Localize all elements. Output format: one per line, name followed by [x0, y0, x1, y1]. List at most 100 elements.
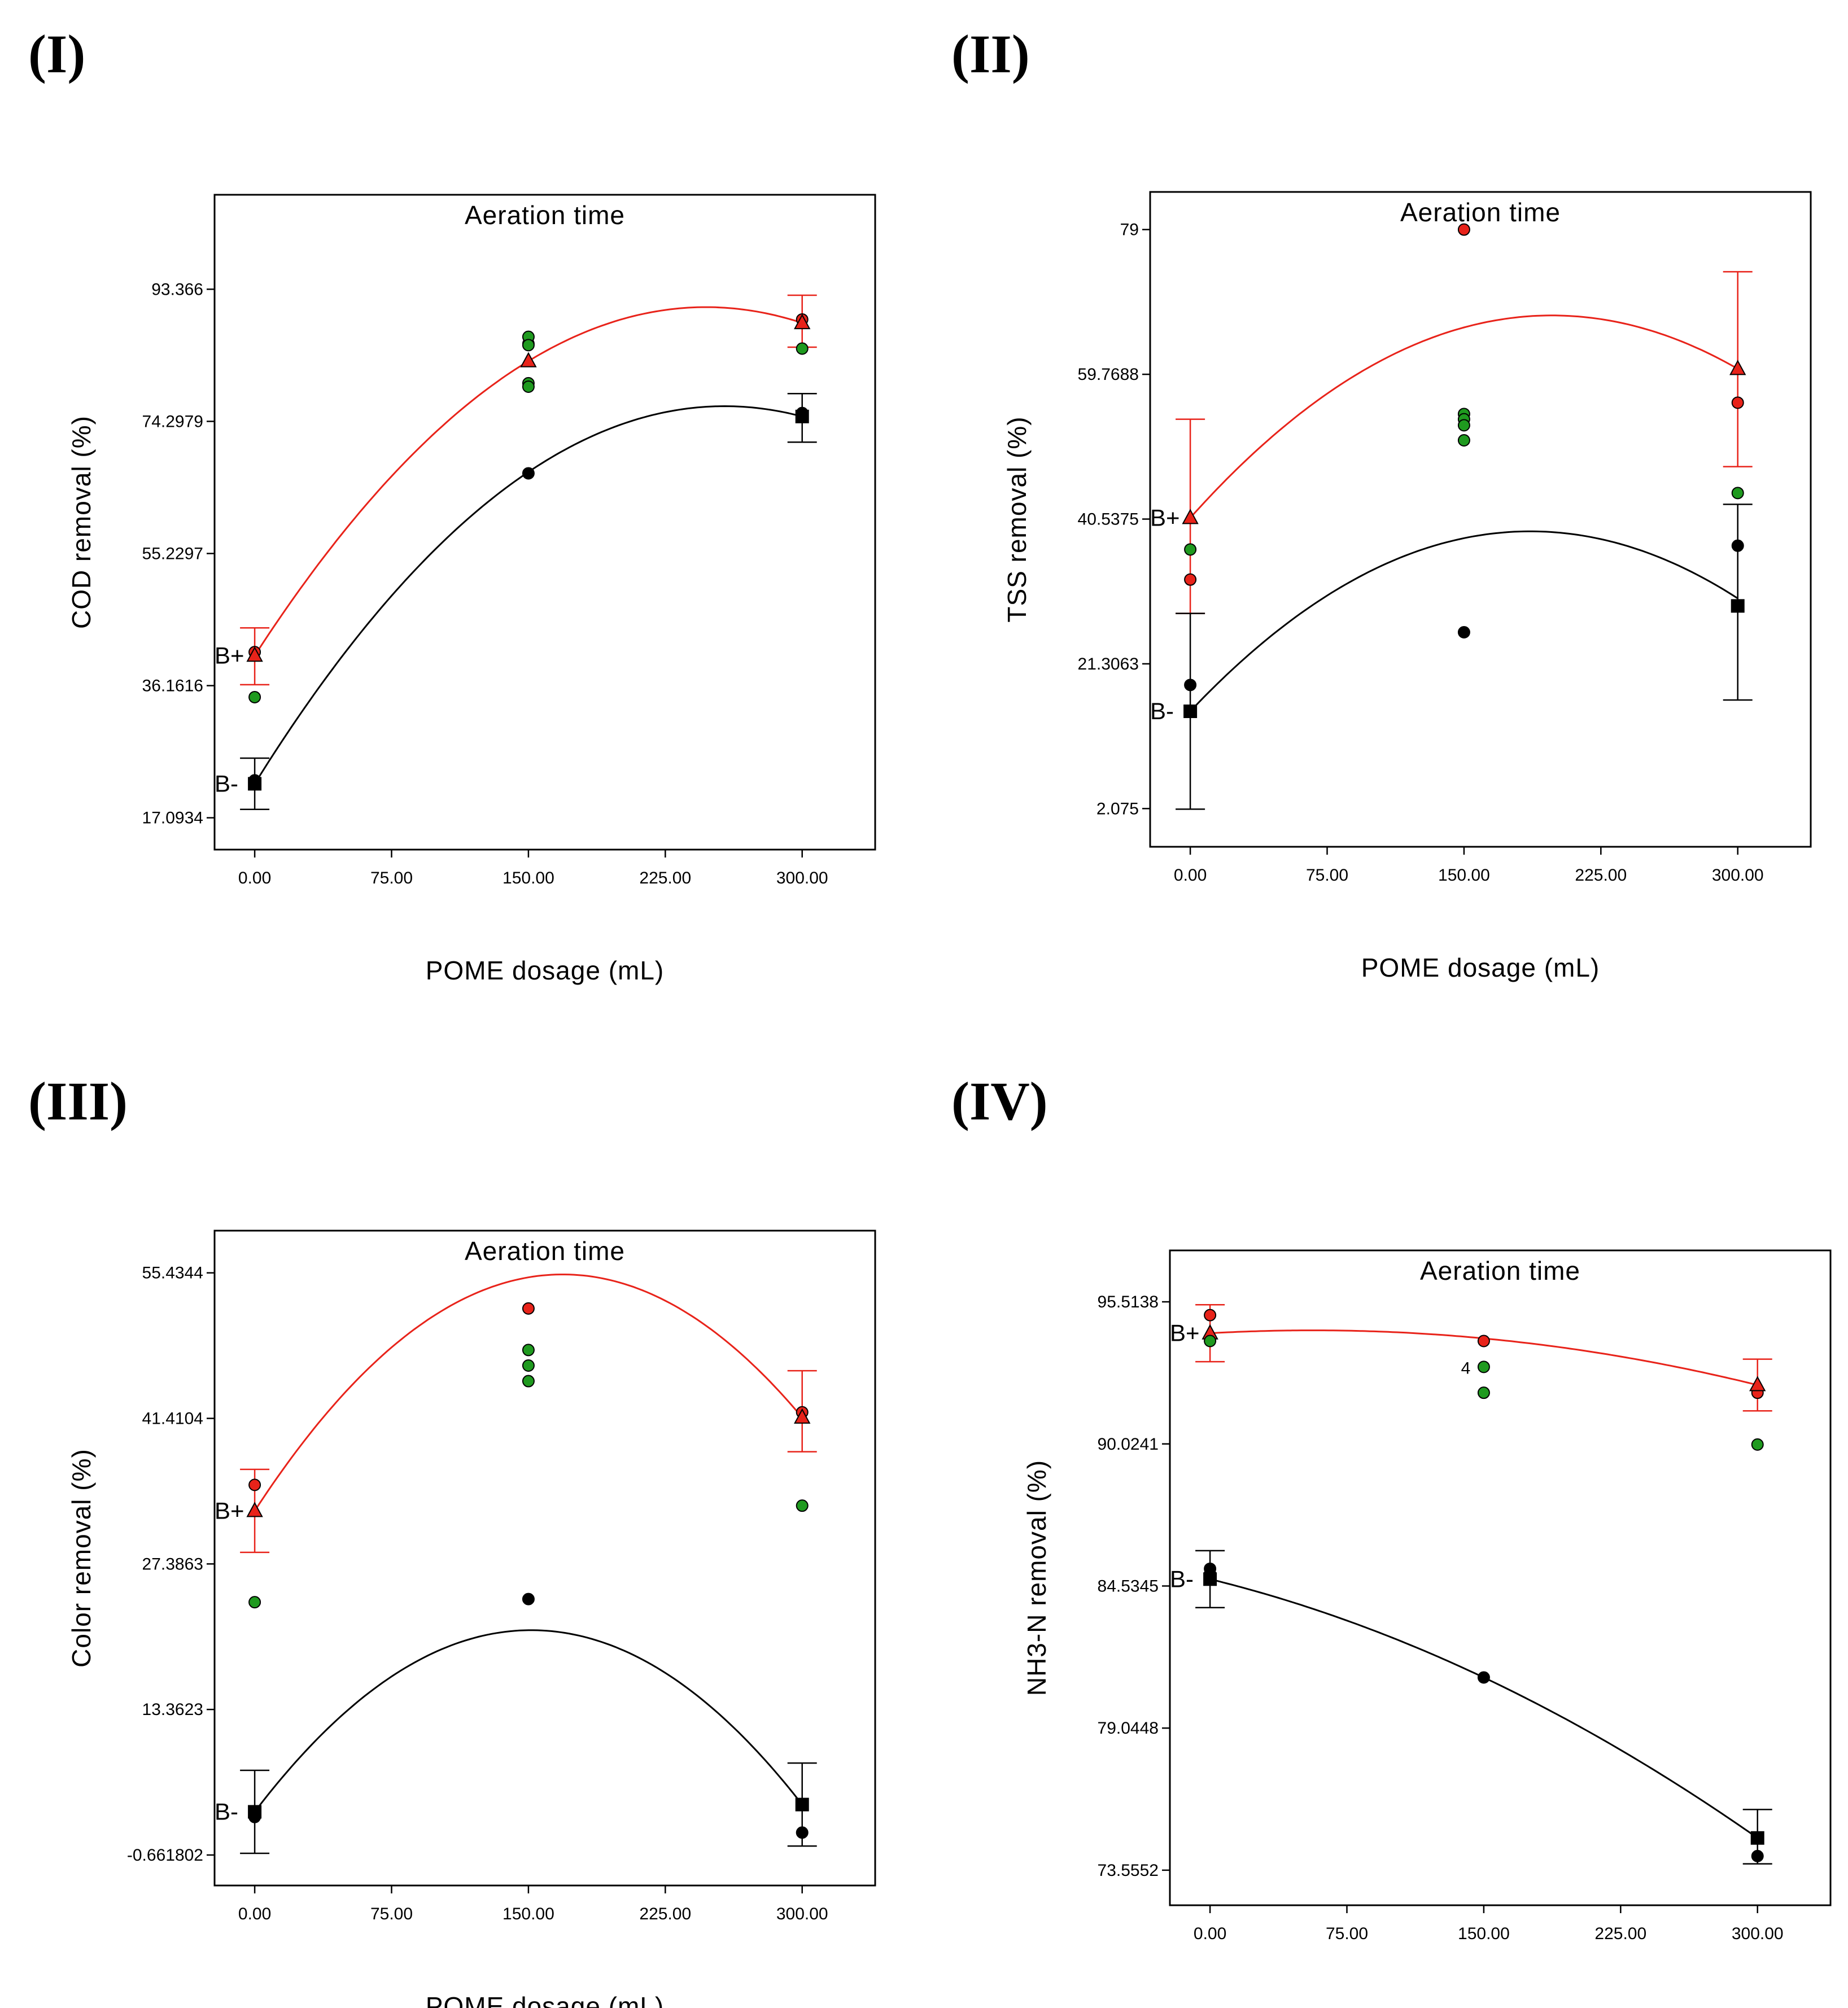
chart-title: Aeration time [1400, 198, 1561, 227]
x-tick-label: 75.00 [1306, 866, 1348, 885]
data-point-high [248, 1478, 261, 1491]
data-point-high [1184, 573, 1197, 586]
panel-label-1: (I) [28, 24, 86, 84]
plot-frame [1149, 191, 1812, 848]
data-point-low [796, 1826, 809, 1839]
x-tick-label: 150.00 [1438, 866, 1490, 885]
y-tick-label: 40.5375 [1078, 510, 1139, 529]
data-point-mid [1731, 487, 1744, 500]
x-tick-label: 150.00 [503, 869, 554, 887]
level-label-high: B+ [1150, 504, 1180, 531]
data-point-mid [796, 342, 809, 355]
plot-frame [1169, 1249, 1832, 1906]
fit-curve-low [1209, 1578, 1758, 1839]
y-tick-label: 55.2297 [142, 544, 203, 563]
x-tick-label: 75.00 [370, 1905, 413, 1923]
y-tick-label: 90.0241 [1098, 1435, 1159, 1454]
y-tick-label: 79 [1120, 221, 1139, 239]
level-label-low: B- [1150, 698, 1174, 724]
chart-title: Aeration time [465, 1236, 625, 1266]
y-tick-label: 41.4104 [142, 1410, 203, 1428]
x-tick-label: 150.00 [503, 1905, 554, 1923]
x-tick-label: 225.00 [639, 1905, 691, 1923]
x-tick-label: 0.00 [238, 1905, 271, 1923]
data-point-mid [1751, 1438, 1764, 1451]
y-tick-label: 21.3063 [1078, 655, 1139, 673]
y-tick-label: 2.075 [1096, 799, 1139, 818]
fit-curve-high [1189, 314, 1738, 519]
data-point-low [1184, 679, 1197, 692]
chart-title: Aeration time [465, 200, 625, 230]
panel-label-3: (III) [28, 1071, 128, 1131]
x-tick-label: 225.00 [1594, 1924, 1646, 1943]
mean-marker-low [248, 777, 262, 791]
data-point-high [1731, 396, 1744, 409]
y-tick-label: 73.5552 [1098, 1861, 1159, 1880]
x-axis-title: POME dosage (mL) [426, 956, 664, 985]
plot-frame [213, 194, 876, 851]
level-label-high: B+ [1170, 1320, 1200, 1346]
data-point-mid [248, 690, 261, 703]
x-axis-title: POME dosage (mL) [426, 1992, 664, 2008]
data-point-mid [248, 1596, 261, 1609]
plot-frame [213, 1230, 876, 1887]
x-tick-label: 300.00 [776, 869, 828, 887]
chart-3: -0.661802 13.3623 27.3863 41.4104 55.4344 0.0… [67, 1230, 876, 2008]
y-tick-label: 74.2979 [142, 412, 203, 431]
mean-marker-high [246, 646, 263, 662]
y-tick-label: 84.5345 [1098, 1577, 1159, 1595]
data-point-low [1751, 1849, 1764, 1862]
data-point-mid [1457, 419, 1470, 432]
level-label-high: B+ [215, 642, 244, 668]
x-tick-label: 300.00 [776, 1905, 828, 1923]
data-point-low [522, 467, 535, 480]
fit-curve-low [1190, 530, 1738, 712]
y-tick-label: 79.0448 [1098, 1719, 1159, 1738]
x-tick-label: 0.00 [1174, 866, 1207, 885]
mean-marker-low [1183, 705, 1198, 718]
y-tick-label: -0.661802 [127, 1846, 203, 1865]
x-tick-label: 75.00 [370, 869, 413, 887]
mean-marker-low [248, 1805, 262, 1819]
panel-label-2: (II) [951, 24, 1030, 84]
mean-marker-high [520, 352, 537, 368]
data-point-low [522, 1593, 535, 1605]
data-point-high [1204, 1309, 1217, 1322]
data-point-mid [522, 1359, 535, 1372]
data-point-mid [796, 1499, 809, 1512]
y-tick-label: 95.5138 [1098, 1293, 1159, 1311]
level-label-low: B- [215, 770, 238, 797]
level-label-low: B- [215, 1798, 238, 1825]
panel-label-4: (IV) [951, 1071, 1048, 1131]
mean-marker-high [246, 1502, 263, 1517]
y-tick-label: 17.0934 [142, 809, 203, 828]
y-tick-label: 93.366 [151, 280, 203, 299]
data-point-low [1457, 626, 1470, 638]
y-tick-label: 59.7688 [1078, 365, 1139, 384]
x-tick-label: 75.00 [1326, 1924, 1368, 1943]
x-tick-label: 225.00 [639, 869, 691, 887]
y-tick-label: 36.1616 [142, 677, 203, 695]
x-tick-label: 150.00 [1458, 1924, 1510, 1943]
x-tick-label: 0.00 [238, 869, 271, 887]
mean-marker-high [1749, 1376, 1766, 1392]
point-annotation: 4 [1461, 1359, 1471, 1377]
y-axis-title: TSS removal (%) [1002, 416, 1032, 622]
data-point-low [1731, 539, 1744, 552]
data-point-high [1477, 1335, 1490, 1348]
chart-1: 17.0934 36.1616 55.2297 74.2979 93.366 0.00 75… [67, 194, 876, 985]
y-tick-label: 27.3863 [142, 1555, 203, 1573]
data-point-mid [1204, 1335, 1217, 1348]
data-point-mid [1457, 434, 1470, 447]
mean-marker-high [794, 1408, 811, 1424]
x-tick-label: 0.00 [1194, 1924, 1226, 1943]
data-point-mid [522, 339, 535, 352]
mean-marker-high [1182, 509, 1199, 524]
fit-curve-low [254, 405, 803, 785]
mean-marker-low [1750, 1831, 1764, 1845]
data-point-mid [522, 1344, 535, 1357]
mean-marker-high [794, 313, 811, 330]
level-label-low: B- [1170, 1565, 1194, 1592]
x-tick-label: 225.00 [1575, 866, 1627, 885]
